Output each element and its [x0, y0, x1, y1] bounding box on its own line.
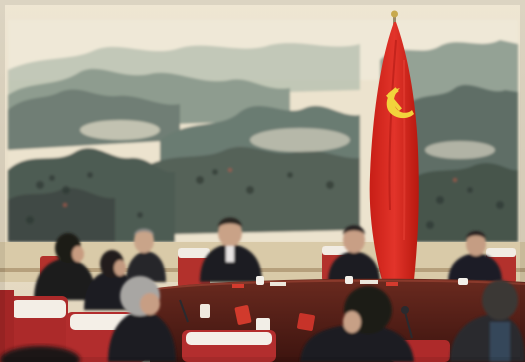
seated-officials — [126, 217, 502, 282]
table-items — [179, 276, 468, 339]
front-attendee-grey-hair — [108, 276, 176, 362]
party-flag-emblem — [386, 87, 414, 119]
front-attendee-right — [450, 280, 525, 362]
red-flag — [369, 22, 419, 280]
front-attendee-dark-hair — [300, 286, 414, 362]
foreground-blur — [0, 346, 80, 362]
landscape-painting — [8, 20, 518, 242]
